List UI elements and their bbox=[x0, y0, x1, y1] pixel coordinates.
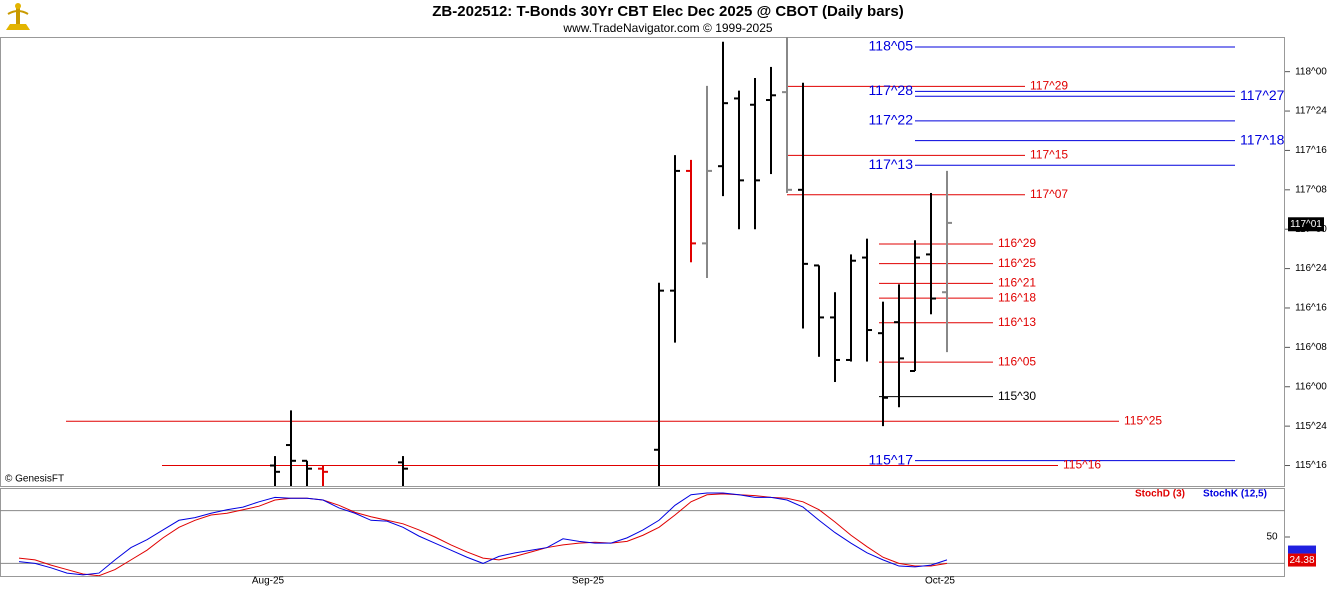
y-tick-label: 116^08 bbox=[1295, 342, 1327, 353]
logo bbox=[6, 3, 30, 30]
y-tick-label: 115^16 bbox=[1295, 460, 1327, 471]
level-label: 116^29 bbox=[998, 236, 1036, 250]
level-label: 117^13 bbox=[869, 156, 914, 172]
last-value-box bbox=[1288, 553, 1316, 567]
legend-entry: StochK (12,5) bbox=[1203, 489, 1267, 500]
y-tick-label: 116^16 bbox=[1295, 303, 1327, 314]
stoch-plot bbox=[0, 492, 1285, 576]
y-tick-label: 117^16 bbox=[1295, 145, 1327, 156]
level-label: 117^15 bbox=[1030, 148, 1068, 162]
source: © GenesisFT bbox=[5, 474, 64, 485]
chart-subtitle: www.TradeNavigator.com © 1999-2025 bbox=[562, 21, 772, 35]
level-label: 116^21 bbox=[998, 276, 1036, 290]
price-panel bbox=[0, 37, 1285, 487]
level-label: 117^22 bbox=[869, 112, 914, 128]
axes: 115^16 115^24 116^00 116^08 116^16 116^24 117^… bbox=[252, 38, 1327, 587]
last-value-label: 24.38 bbox=[1289, 555, 1314, 566]
y-tick-label: 117^08 bbox=[1295, 184, 1327, 195]
level-label: 116^05 bbox=[998, 354, 1036, 368]
stoch-panel bbox=[0, 488, 1285, 577]
level-label: 117^27 bbox=[1240, 87, 1285, 103]
stoch-line bbox=[18, 493, 948, 576]
level-label: 117^29 bbox=[1030, 79, 1068, 93]
level-label: 116^18 bbox=[998, 290, 1036, 304]
level-label: 115^30 bbox=[998, 389, 1036, 403]
y-tick-label: 116^24 bbox=[1295, 263, 1327, 274]
level-label: 118^05 bbox=[869, 38, 914, 54]
level-label: 116^25 bbox=[998, 256, 1036, 270]
x-tick-label: Oct-25 bbox=[925, 576, 955, 587]
level-label: 115^16 bbox=[1063, 458, 1101, 472]
x-tick-label: Sep-25 bbox=[572, 576, 605, 587]
level-label: 117^28 bbox=[869, 82, 914, 98]
stoch-k-box bbox=[1288, 545, 1316, 554]
level-label: 115^17 bbox=[869, 451, 914, 467]
x-tick-label: Aug-25 bbox=[252, 576, 285, 587]
y-tick-label: 115^24 bbox=[1295, 421, 1327, 432]
y-tick-label: 50 bbox=[1266, 532, 1278, 543]
price-plot bbox=[66, 37, 1235, 486]
level-label: 115^25 bbox=[1124, 413, 1162, 427]
y-tick-label: 117^24 bbox=[1295, 106, 1327, 117]
last-price-label: 117^01 bbox=[1290, 219, 1322, 230]
stoch-line bbox=[18, 492, 948, 576]
chart-title: ZB-202512: T-Bonds 30Yr CBT Elec Dec 202… bbox=[432, 3, 903, 20]
level-label: 117^07 bbox=[1030, 187, 1068, 201]
level-label: 117^18 bbox=[1240, 131, 1285, 147]
level-label: 116^13 bbox=[998, 315, 1036, 329]
y-tick-label: 118^00 bbox=[1295, 66, 1327, 77]
last-price-box bbox=[1288, 217, 1324, 232]
legend-entry: StochD (3) bbox=[1135, 489, 1185, 500]
y-tick-label: 116^00 bbox=[1295, 381, 1327, 392]
